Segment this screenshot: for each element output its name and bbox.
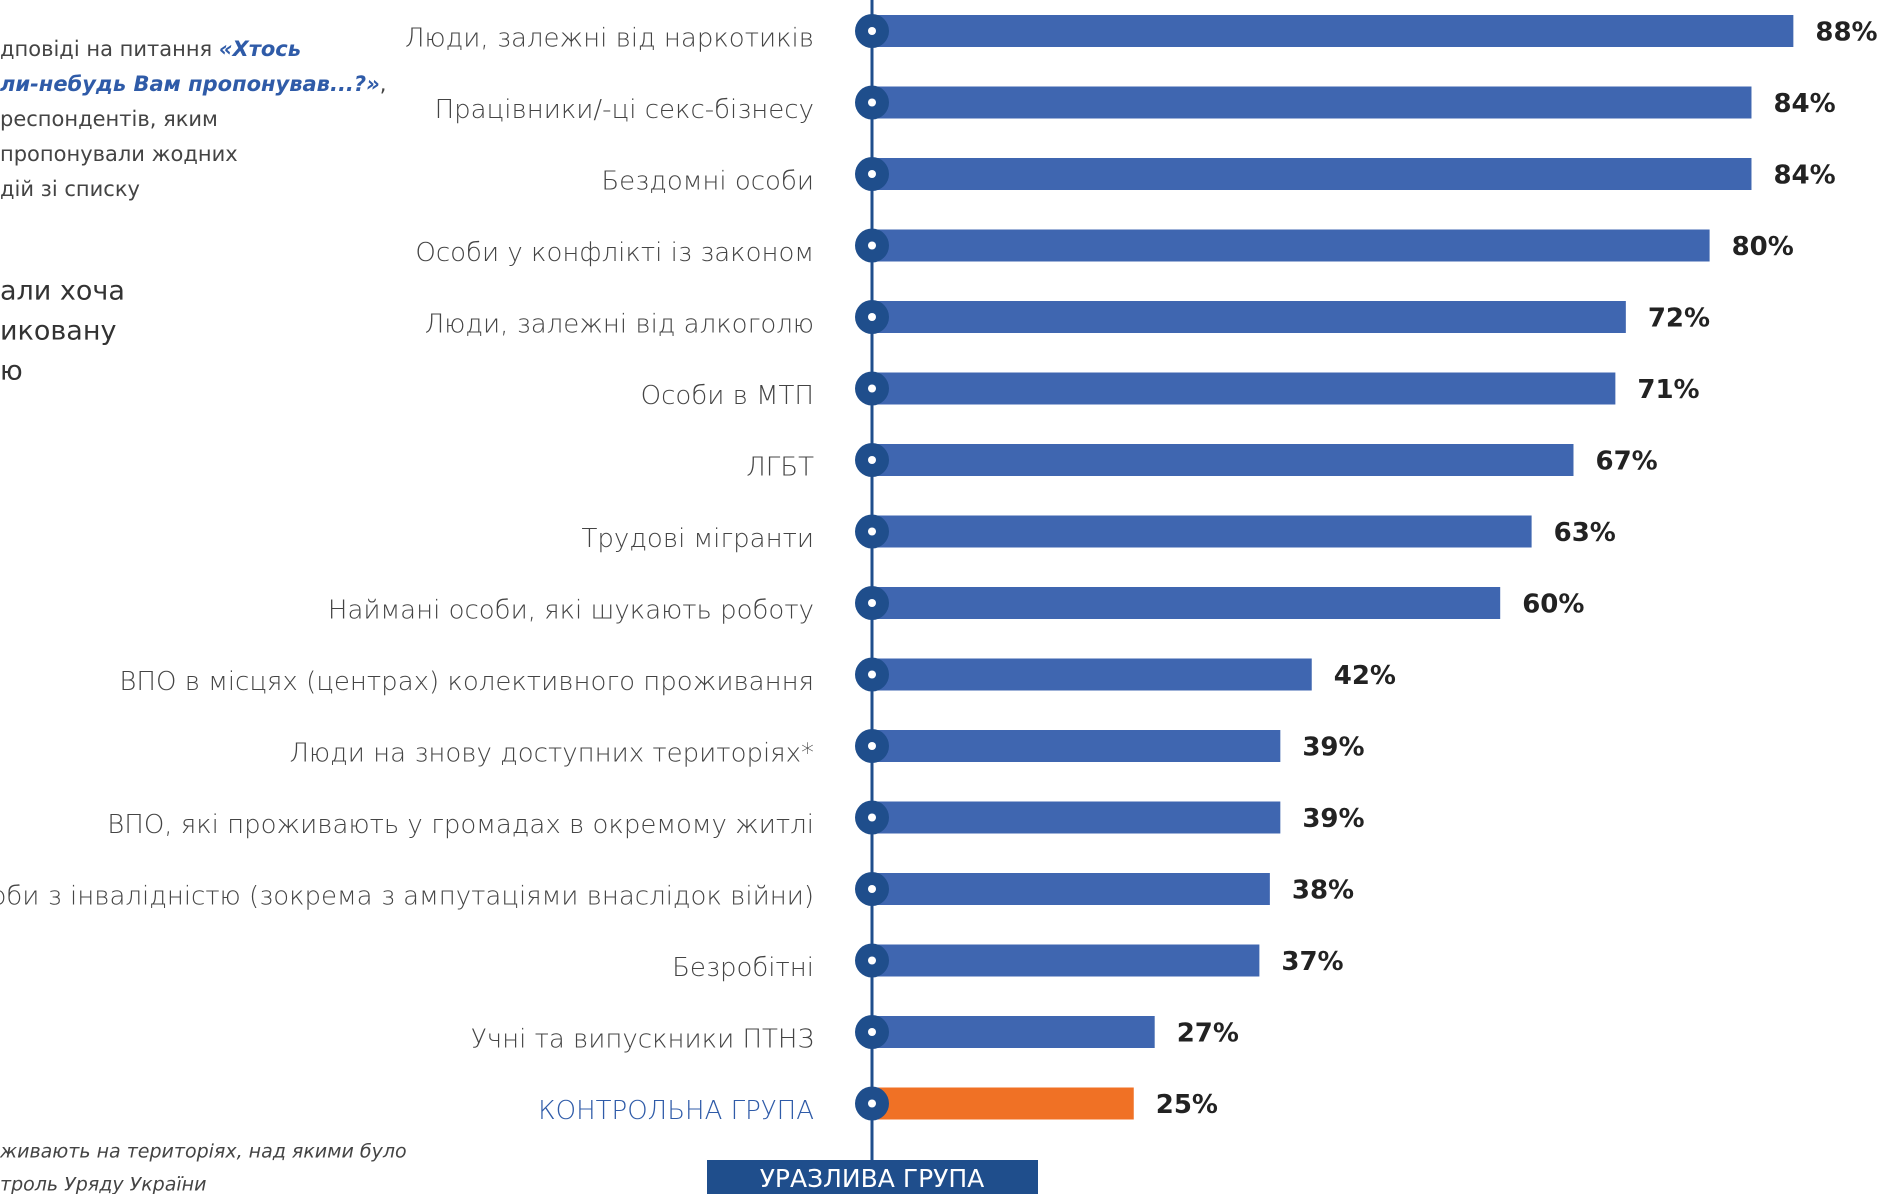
bar — [872, 801, 1281, 834]
category-label: Особи з інвалідністю (зокрема з ампутаці… — [0, 882, 814, 912]
category-label: ЛГБТ — [746, 453, 814, 483]
category-label: Люди, залежні від наркотиків — [405, 24, 814, 54]
marker-dot — [868, 742, 876, 750]
note-text: , — [380, 72, 387, 96]
value-label: 67% — [1595, 447, 1657, 477]
category-label: Люди, залежні від алкоголю — [425, 310, 814, 340]
value-label: 39% — [1302, 804, 1364, 834]
value-label: 72% — [1648, 304, 1710, 334]
note-line: дповіді на питання «Хтось — [0, 37, 301, 61]
bar — [872, 372, 1616, 405]
value-label: 39% — [1302, 733, 1364, 763]
marker-dot — [868, 241, 876, 250]
category-label: Люди на знову доступних територіях* — [289, 739, 814, 769]
category-label: Учні та випускники ПТНЗ — [471, 1025, 814, 1055]
bar — [872, 444, 1574, 476]
category-label: Особи в МТП — [641, 381, 814, 411]
marker-dot — [868, 384, 876, 393]
value-label: 25% — [1156, 1090, 1218, 1120]
bar — [872, 1087, 1134, 1120]
category-label: Працівники/-ці секс-бізнесу — [435, 95, 814, 125]
value-label: 88% — [1815, 18, 1877, 48]
bar — [872, 15, 1794, 47]
summary-line: али хоча — [0, 276, 125, 307]
value-label: 80% — [1732, 232, 1794, 262]
value-label: 63% — [1554, 518, 1616, 548]
marker-dot — [868, 527, 876, 536]
category-label: КОНТРОЛЬНА ГРУПА — [538, 1096, 814, 1126]
category-label: ВПО, які проживають у громадах в окремом… — [107, 810, 814, 840]
marker-dot — [868, 670, 876, 679]
marker-dot — [868, 599, 876, 607]
value-label: 42% — [1334, 661, 1396, 691]
bar — [872, 229, 1710, 262]
category-label: Особи у конфлікті із законом — [415, 238, 814, 268]
bar — [872, 158, 1752, 190]
footnote-line: троль Уряду України — [0, 1174, 206, 1194]
marker-dot — [868, 313, 876, 321]
category-label: Безробітні — [672, 953, 814, 983]
bar — [872, 301, 1626, 333]
bar — [872, 658, 1312, 691]
bar — [872, 587, 1501, 619]
bar — [872, 515, 1532, 548]
note-text: дій зі списку — [0, 177, 140, 201]
note-line: дій зі списку — [0, 177, 140, 201]
value-label: 84% — [1773, 89, 1835, 119]
value-label: 71% — [1637, 375, 1699, 405]
bar — [872, 730, 1281, 762]
note-line: респондентів, яким — [0, 107, 218, 131]
marker-dot — [868, 813, 876, 822]
bar — [872, 86, 1752, 119]
note-text: респондентів, яким — [0, 107, 218, 131]
category-label: Наймані особи, які шукають роботу — [328, 596, 814, 626]
summary-line: ю — [0, 356, 23, 387]
value-label: 37% — [1281, 947, 1343, 977]
marker-dot — [868, 456, 876, 464]
marker-dot — [868, 1028, 876, 1036]
category-label: Бездомні особи — [601, 167, 814, 197]
axis-label-box — [707, 1160, 1038, 1194]
value-label: 84% — [1773, 161, 1835, 191]
summary-line: иковану — [0, 316, 116, 347]
marker-dot — [868, 885, 876, 893]
note-line: ли-небудь Вам пропонував...?», — [0, 72, 386, 96]
note-text: пропонували жодних — [0, 142, 238, 166]
note-text: дповіді на питання — [0, 37, 219, 61]
value-label: 27% — [1177, 1019, 1239, 1049]
note-text: ли-небудь Вам пропонував...?» — [0, 72, 380, 96]
category-label: Трудові мігранти — [582, 524, 814, 554]
note-text: «Хтось — [219, 37, 301, 61]
bar — [872, 873, 1270, 905]
marker-dot — [868, 956, 876, 965]
bar — [872, 944, 1260, 977]
axis-label: УРАЗЛИВА ГРУПА — [760, 1164, 985, 1193]
marker-dot — [868, 170, 876, 178]
marker-dot — [868, 98, 876, 107]
marker-dot — [868, 27, 876, 35]
value-label: 38% — [1292, 876, 1354, 906]
value-label: 60% — [1522, 590, 1584, 620]
note-line: пропонували жодних — [0, 142, 238, 166]
bar — [872, 1016, 1155, 1048]
category-label: ВПО в місцях (центрах) колективного прож… — [119, 667, 814, 697]
marker-dot — [868, 1099, 876, 1108]
footnote-line: живають на територіях, над якими було — [0, 1141, 407, 1163]
